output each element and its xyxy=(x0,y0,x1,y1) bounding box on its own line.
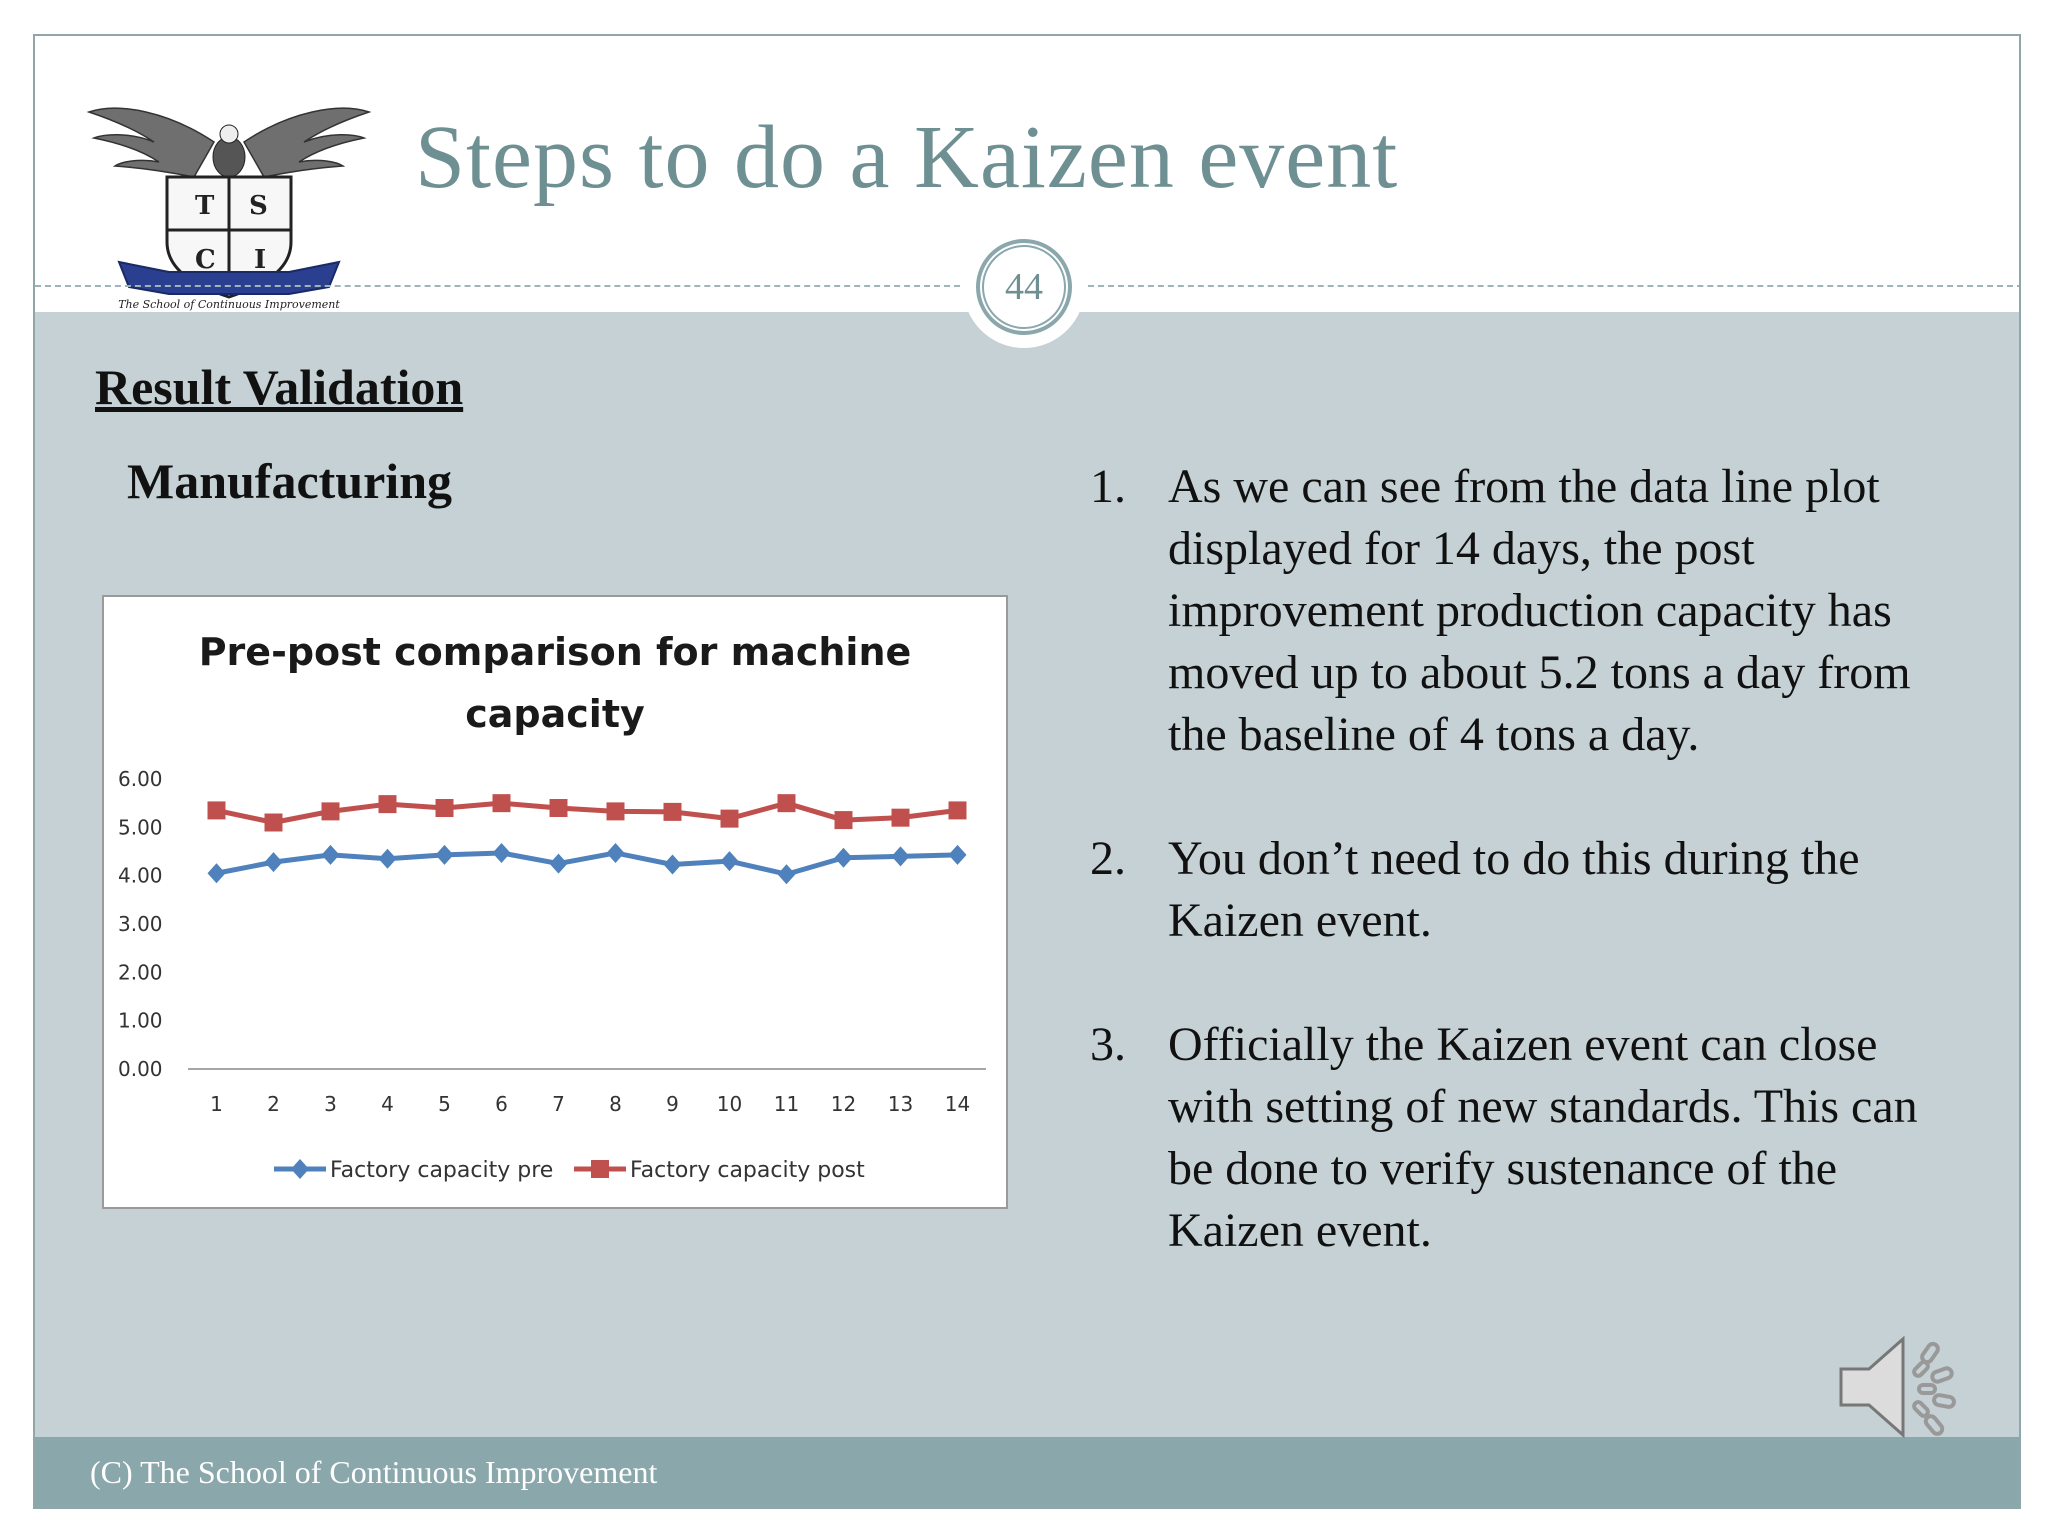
data-point xyxy=(378,848,397,869)
data-point xyxy=(606,802,625,821)
chart-canvas: Pre-post comparison for machine capacity… xyxy=(118,630,986,1183)
slide-footer: (C) The School of Continuous Improvement xyxy=(35,1437,2019,1507)
point-number: 3. xyxy=(1090,1018,1126,1071)
data-point xyxy=(948,801,967,820)
legend-label: Factory capacity pre xyxy=(330,1158,553,1183)
data-point xyxy=(663,854,682,875)
data-point xyxy=(264,852,283,873)
section-heading: Result Validation xyxy=(95,359,464,415)
data-point xyxy=(720,851,739,872)
x-tick-label: 11 xyxy=(774,1092,799,1116)
data-point xyxy=(891,846,910,867)
data-point xyxy=(264,813,283,832)
logo-letter-t: T xyxy=(195,191,215,221)
x-tick-label: 7 xyxy=(552,1092,565,1116)
speaker-icon[interactable] xyxy=(1833,1317,1973,1457)
legend-marker xyxy=(291,1159,309,1179)
data-point xyxy=(891,808,910,827)
line-chart: Pre-post comparison for machine capacity… xyxy=(102,595,1008,1209)
legend-marker xyxy=(591,1160,609,1178)
data-point xyxy=(492,842,511,863)
point-text: As we can see from the data line plot di… xyxy=(1168,460,1911,761)
y-tick-label: 1.00 xyxy=(118,1009,163,1033)
point-number: 1. xyxy=(1090,460,1126,513)
data-point xyxy=(435,799,454,817)
data-point xyxy=(207,863,226,884)
page-number: 44 xyxy=(982,245,1066,329)
data-point xyxy=(207,801,226,820)
data-point xyxy=(948,844,967,865)
school-logo: T S C I The School of Continuous Improve… xyxy=(86,107,372,311)
x-tick-label: 13 xyxy=(888,1092,913,1116)
logo-ribbon-text: The School of Continuous Improvement xyxy=(118,298,340,311)
slide-title: Steps to do a Kaizen event xyxy=(415,108,1399,207)
series-line xyxy=(216,850,958,877)
data-point xyxy=(549,853,568,874)
y-tick-label: 2.00 xyxy=(118,960,163,984)
y-tick-label: 5.00 xyxy=(118,815,163,839)
point-text: You don’t need to do this during the Kai… xyxy=(1168,832,1860,947)
y-tick-label: 6.00 xyxy=(118,767,163,791)
data-point xyxy=(321,802,340,821)
point-item: 3. Officially the Kaizen event can close… xyxy=(1090,1014,1970,1262)
x-tick-label: 9 xyxy=(666,1092,679,1116)
point-number: 2. xyxy=(1090,832,1126,885)
y-tick-label: 4.00 xyxy=(118,864,163,888)
data-point xyxy=(378,795,397,814)
page-number-badge: 44 xyxy=(976,239,1072,335)
logo-letter-i: I xyxy=(254,245,266,275)
x-tick-label: 1 xyxy=(210,1092,223,1116)
data-point xyxy=(834,811,853,830)
data-point xyxy=(777,794,796,813)
data-point xyxy=(720,809,739,828)
point-item: 2. You don’t need to do this during the … xyxy=(1090,828,1970,952)
data-point xyxy=(321,844,340,865)
header-divider-left xyxy=(35,285,970,287)
footer-copyright: (C) The School of Continuous Improvement xyxy=(90,1454,658,1490)
logo-letter-c: C xyxy=(195,245,216,275)
points-list: 1. As we can see from the data line plot… xyxy=(1090,456,1970,1324)
y-tick-label: 0.00 xyxy=(118,1057,163,1081)
chart-title-line-1: Pre-post comparison for machine xyxy=(199,630,912,674)
data-point xyxy=(834,847,853,868)
point-text: Officially the Kaizen event can close wi… xyxy=(1168,1018,1918,1257)
x-tick-label: 3 xyxy=(324,1092,337,1116)
logo-letter-s: S xyxy=(249,191,268,221)
data-point xyxy=(549,799,568,817)
point-item: 1. As we can see from the data line plot… xyxy=(1090,456,1970,766)
sub-heading: Manufacturing xyxy=(127,453,452,509)
data-point xyxy=(777,864,796,885)
x-tick-label: 2 xyxy=(267,1092,280,1116)
data-point xyxy=(606,842,625,863)
slide: T S C I The School of Continuous Improve… xyxy=(33,34,2021,1509)
x-tick-label: 14 xyxy=(945,1092,970,1116)
x-tick-label: 10 xyxy=(717,1092,742,1116)
chart-title-line-2: capacity xyxy=(465,692,645,736)
x-tick-label: 8 xyxy=(609,1092,622,1116)
data-point xyxy=(435,844,454,865)
header-divider-right xyxy=(1088,285,2019,287)
x-tick-label: 5 xyxy=(438,1092,451,1116)
x-tick-label: 6 xyxy=(495,1092,508,1116)
legend-label: Factory capacity post xyxy=(630,1158,865,1183)
data-point xyxy=(663,802,682,821)
series-line xyxy=(215,800,958,825)
data-point xyxy=(492,794,511,813)
x-tick-label: 4 xyxy=(381,1092,394,1116)
y-tick-label: 3.00 xyxy=(118,912,163,936)
x-tick-label: 12 xyxy=(831,1092,856,1116)
